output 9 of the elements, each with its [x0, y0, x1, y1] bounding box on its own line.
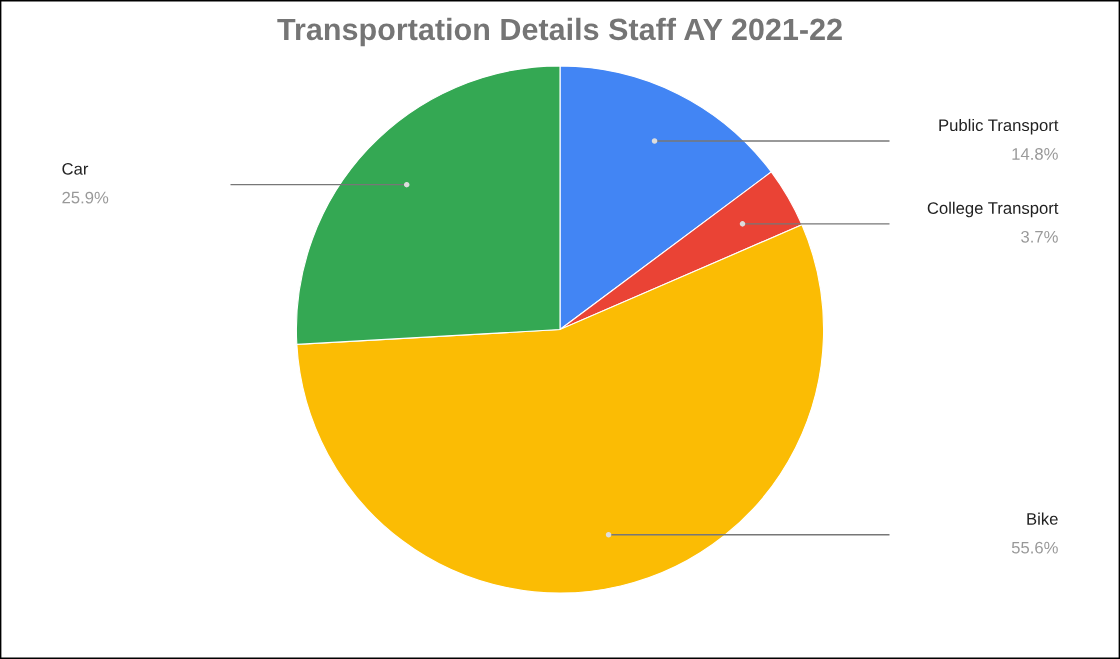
slice-label: College Transport — [927, 201, 1059, 218]
slice-label: Car — [62, 162, 89, 175]
slice-label: Public Transport — [939, 118, 1059, 135]
data-label: 14.8% — [1012, 148, 1058, 160]
slice-label: Bike — [1027, 512, 1058, 525]
data-label: 3.7% — [1021, 230, 1058, 243]
data-label: 55.6% — [1011, 541, 1058, 554]
chart-title: Transportation Details Staff AY 2021-22 — [277, 17, 842, 47]
data-label: 25.9% — [62, 191, 109, 204]
